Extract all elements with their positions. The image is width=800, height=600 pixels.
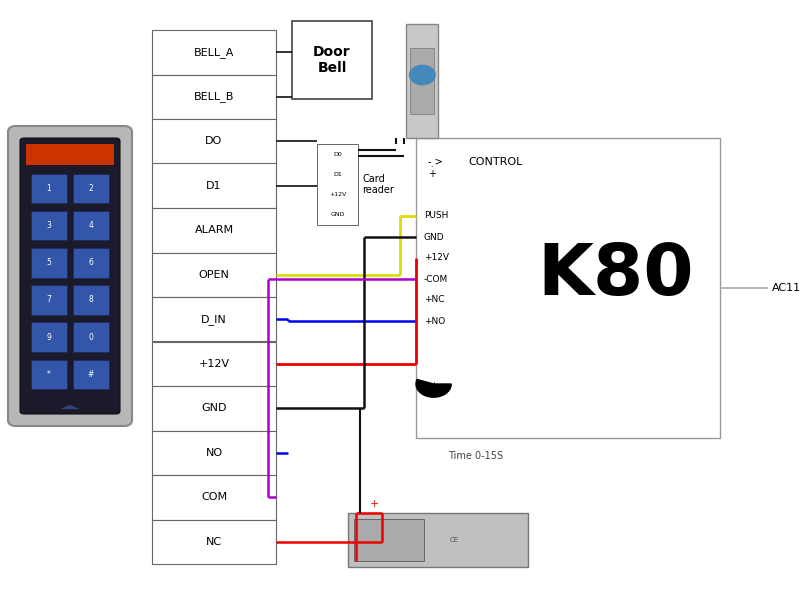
FancyBboxPatch shape [8,126,132,426]
Text: 8: 8 [89,295,94,304]
Text: +: + [428,169,436,179]
Bar [31,285,66,315]
Text: GND: GND [330,212,345,217]
Text: 6: 6 [89,258,94,267]
Text: *: * [47,370,51,379]
Bar [74,211,109,241]
Bar [152,253,276,297]
Text: BELL_A: BELL_A [194,47,234,58]
Text: - ̣>: - ̣> [428,157,442,167]
Text: BELL_B: BELL_B [194,91,234,102]
Bar [31,211,66,241]
Bar [26,144,114,165]
Text: +12V: +12V [329,192,346,197]
Bar [406,24,438,138]
Bar [152,208,276,253]
Text: NO: NO [206,448,222,458]
Bar [354,519,424,561]
Bar [31,248,66,278]
Text: 9: 9 [46,332,51,341]
Text: 0: 0 [89,332,94,341]
Bar [292,21,372,99]
Text: K80: K80 [538,241,694,311]
Text: 4: 4 [89,221,94,230]
Text: Door
Bell: Door Bell [313,45,351,75]
Text: -COM: -COM [424,275,448,283]
Text: GND: GND [424,232,445,241]
Bar [74,248,109,278]
Bar [152,520,276,564]
Text: PUSH: PUSH [424,211,448,220]
Bar [152,341,276,386]
Bar [152,297,276,341]
Bar [152,74,276,119]
Text: OPEN: OPEN [198,270,230,280]
Bar [31,359,66,389]
FancyArrow shape [61,405,78,409]
Bar [317,144,358,225]
Text: #: # [88,370,94,379]
Text: 5: 5 [46,258,51,267]
Text: ALARM: ALARM [194,225,234,235]
Circle shape [410,65,435,85]
Text: D1: D1 [206,181,222,191]
FancyBboxPatch shape [20,138,120,414]
Bar [31,173,66,203]
Text: NC: NC [206,537,222,547]
Wedge shape [416,379,451,397]
Bar [152,163,276,208]
Bar [152,386,276,431]
Bar [348,513,528,567]
Bar [416,138,720,438]
Text: CONTROL: CONTROL [468,157,522,167]
Text: D1: D1 [334,172,342,177]
Bar [410,48,434,114]
Bar [31,322,66,352]
Bar [74,359,109,389]
Bar [74,173,109,203]
Text: CE: CE [450,537,458,543]
Bar [152,431,276,475]
Text: +: + [370,499,379,509]
Bar [152,119,276,163]
Bar [74,322,109,352]
Text: 2: 2 [89,184,94,193]
Bar [74,285,109,315]
Text: 7: 7 [46,295,51,304]
Bar [152,475,276,520]
Text: COM: COM [201,492,227,502]
Text: D0: D0 [334,152,342,157]
Text: 1: 1 [46,184,51,193]
Text: +12V: +12V [198,359,230,369]
Text: +NO: +NO [424,317,446,325]
Text: +12V: +12V [424,253,449,262]
Bar [152,30,276,74]
Text: +NC: +NC [424,295,445,304]
Text: D_IN: D_IN [201,314,227,325]
Text: DO: DO [206,136,222,146]
Text: AC110-240V: AC110-240V [772,283,800,293]
Text: 3: 3 [46,221,51,230]
Text: Time 0-15S: Time 0-15S [448,451,503,461]
Text: GND: GND [202,403,226,413]
Text: Card
reader: Card reader [362,174,394,196]
Text: +: + [430,382,437,391]
